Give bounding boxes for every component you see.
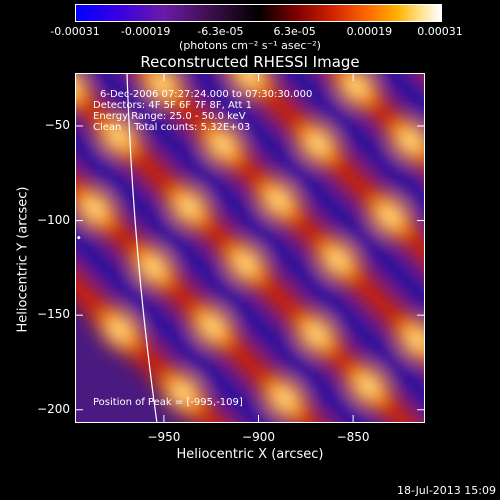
plot-frame xyxy=(75,73,425,423)
y-tick-label: −150 xyxy=(37,307,70,322)
heatmap-bright-spot xyxy=(111,129,126,144)
y-tick-label: −50 xyxy=(44,117,70,132)
colorbar xyxy=(75,4,442,22)
heatmap-bright-spot xyxy=(403,133,418,148)
heatmap-bright-spot xyxy=(181,199,197,215)
x-tick-label: −950 xyxy=(147,430,181,444)
heatmap-bright-spot xyxy=(382,208,398,224)
heatmap-bright-spot xyxy=(349,79,364,94)
colorbar-tick-label: 6.3e-05 xyxy=(273,25,316,38)
heatmap-dark-trough xyxy=(88,73,425,410)
heatmap-bright-spot xyxy=(238,256,254,272)
heatmap-plot xyxy=(75,73,425,423)
heatmap-bright-spot xyxy=(154,76,170,92)
colorbar-tick-label: 0.00031 xyxy=(417,25,463,38)
peak-marker xyxy=(77,236,81,240)
energy-range-annotation: Energy Range: 25.0 - 50.0 keV xyxy=(93,111,246,122)
heatmap-bright-spot xyxy=(145,259,161,275)
heatmap-dark-trough xyxy=(280,73,425,218)
heatmap-bright-spot xyxy=(175,385,191,401)
y-tick-label: −100 xyxy=(37,212,70,227)
heatmap-bright-spot xyxy=(330,252,346,268)
x-tick-label: −900 xyxy=(242,430,275,444)
heatmap-bright-spot xyxy=(277,391,292,406)
timestamp: 18-Jul-2013 15:09 xyxy=(396,484,496,497)
peak-position-annotation: Position of Peak = [-995,-109] xyxy=(93,397,243,408)
heatmap-bright-spot xyxy=(360,378,376,394)
heatmap-bright-spot xyxy=(112,322,128,338)
x-axis-label: Heliocentric X (arcsec) xyxy=(176,447,324,462)
solar-limb-line xyxy=(126,73,158,423)
colorbar-tick-label: -0.00031 xyxy=(50,25,100,38)
heatmap-dark-trough xyxy=(75,222,276,423)
time-range-annotation: 6-Dec-2006 07:27:24.000 to 07:30:30.000 xyxy=(100,89,313,100)
heatmap-dark-trough xyxy=(75,126,372,423)
heatmap-bright-spot xyxy=(205,319,220,334)
heatmap-bright-spot xyxy=(87,201,103,217)
y-tick-label: −200 xyxy=(37,401,70,416)
heatmap-bright-spot xyxy=(271,193,286,208)
heatmap-bright-spot xyxy=(310,136,326,152)
heatmap-bright-spot xyxy=(410,332,425,348)
detectors-annotation: Detectors: 4F 5F 6F 7F 8F, Att 1 xyxy=(93,100,253,111)
chart-title: Reconstructed RHESSI Image xyxy=(140,53,360,71)
clean-counts-annotation: Clean Total counts: 5.32E+03 xyxy=(93,122,251,133)
x-tick-label: −850 xyxy=(336,430,370,444)
colorbar-tick-label: -0.00019 xyxy=(120,25,171,38)
heatmap-bright-spot xyxy=(242,73,257,83)
heatmap-bright-spot xyxy=(309,327,324,342)
y-axis-label: Heliocentric Y (arcsec) xyxy=(15,186,31,333)
heatmap-dark-trough xyxy=(184,73,425,314)
heatmap-bright-ridge xyxy=(228,73,425,270)
heatmap-bright-spot xyxy=(215,137,231,153)
colorbar-units: (photons cm⁻² s⁻¹ asec⁻²) xyxy=(179,39,321,52)
colorbar-tick-label: -6.3e-05 xyxy=(197,25,244,38)
colorbar-tick-label: 0.00019 xyxy=(346,25,393,38)
